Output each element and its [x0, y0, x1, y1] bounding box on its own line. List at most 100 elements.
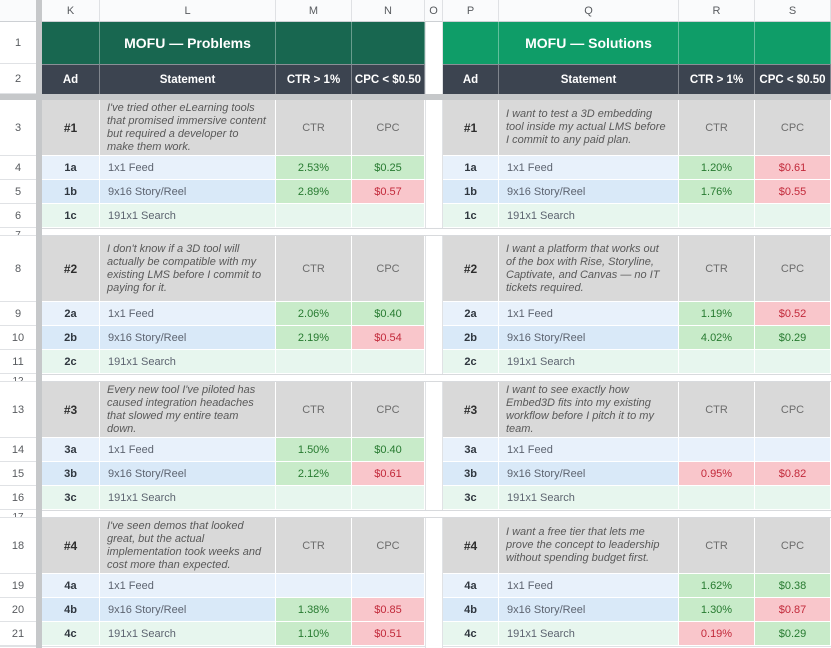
creative-cell[interactable]: 1x1 Feed [100, 302, 276, 326]
cpc-value-cell[interactable]: $0.40 [352, 302, 425, 326]
cpc-label[interactable]: CPC [352, 236, 425, 302]
cpc-label[interactable]: CPC [352, 518, 425, 574]
creative-cell[interactable]: 191x1 Search [499, 350, 679, 374]
ctr-value-cell[interactable]: 2.53% [276, 156, 352, 180]
creative-cell[interactable]: 9x16 Story/Reel [499, 326, 679, 350]
group-statement[interactable]: Every new tool I've piloted has caused i… [100, 382, 276, 438]
ctr-value-cell[interactable] [679, 204, 755, 228]
ctr-value-cell[interactable] [276, 204, 352, 228]
column-header-L[interactable]: L [100, 0, 276, 22]
ctr-value-cell[interactable]: 1.76% [679, 180, 755, 204]
group-statement[interactable]: I want to see exactly how Embed3D fits i… [499, 382, 679, 438]
group-number[interactable]: #2 [42, 236, 100, 302]
table-title-band[interactable] [755, 22, 831, 64]
row-header-20[interactable]: 20 [0, 598, 36, 622]
cpc-value-cell[interactable]: $0.55 [755, 180, 831, 204]
collapsed-row[interactable] [42, 374, 831, 382]
creative-cell[interactable]: 1x1 Feed [499, 574, 679, 598]
cpc-value-cell[interactable] [352, 350, 425, 374]
creative-cell[interactable]: 1x1 Feed [499, 302, 679, 326]
row-header-13[interactable]: 13 [0, 382, 36, 438]
cpc-value-cell[interactable]: $0.82 [755, 462, 831, 486]
creative-cell[interactable]: 1x1 Feed [499, 438, 679, 462]
ad-id-cell[interactable]: 2c [443, 350, 499, 374]
cpc-value-cell[interactable]: $0.40 [352, 438, 425, 462]
collapsed-row[interactable] [42, 228, 831, 236]
ad-id-cell[interactable]: 1c [443, 204, 499, 228]
row-header-6[interactable]: 6 [0, 204, 36, 228]
ctr-value-cell[interactable]: 1.30% [679, 598, 755, 622]
cpc-value-cell[interactable]: $0.54 [352, 326, 425, 350]
column-header-M[interactable]: M [276, 0, 352, 22]
ctr-value-cell[interactable]: 2.12% [276, 462, 352, 486]
ctr-value-cell[interactable]: 1.50% [276, 438, 352, 462]
creative-cell[interactable]: 9x16 Story/Reel [100, 326, 276, 350]
spacer-column-O[interactable] [425, 22, 443, 648]
table-title-band[interactable] [276, 22, 352, 64]
group-statement[interactable]: I want a free tier that lets me prove th… [499, 518, 679, 574]
cpc-value-cell[interactable]: $0.87 [755, 598, 831, 622]
creative-cell[interactable]: 1x1 Feed [100, 574, 276, 598]
creative-cell[interactable]: 1x1 Feed [100, 156, 276, 180]
creative-cell[interactable]: 191x1 Search [100, 204, 276, 228]
row-header-11[interactable]: 11 [0, 350, 36, 374]
creative-cell[interactable]: 191x1 Search [100, 350, 276, 374]
collapsed-row[interactable] [42, 510, 831, 518]
creative-cell[interactable]: 9x16 Story/Reel [499, 180, 679, 204]
creative-cell[interactable]: 9x16 Story/Reel [100, 598, 276, 622]
group-number[interactable]: #4 [443, 518, 499, 574]
cpc-value-cell[interactable]: $0.38 [755, 574, 831, 598]
creative-cell[interactable]: 191x1 Search [499, 486, 679, 510]
group-statement[interactable]: I've tried other eLearning tools that pr… [100, 100, 276, 156]
ctr-label[interactable]: CTR [276, 236, 352, 302]
ctr-value-cell[interactable]: 1.19% [679, 302, 755, 326]
column-header-Q[interactable]: Q [499, 0, 679, 22]
ctr-value-cell[interactable] [679, 486, 755, 510]
ad-id-cell[interactable]: 1b [443, 180, 499, 204]
cpc-value-cell[interactable] [352, 204, 425, 228]
cpc-value-cell[interactable] [352, 574, 425, 598]
ctr-label[interactable]: CTR [276, 382, 352, 438]
ad-id-cell[interactable]: 2a [42, 302, 100, 326]
ctr-label[interactable]: CTR [679, 518, 755, 574]
row-header-18[interactable]: 18 [0, 518, 36, 574]
ad-id-cell[interactable]: 3c [443, 486, 499, 510]
ctr-value-cell[interactable]: 2.19% [276, 326, 352, 350]
creative-cell[interactable]: 191x1 Search [499, 204, 679, 228]
creative-cell[interactable]: 191x1 Search [100, 622, 276, 646]
ad-id-cell[interactable]: 2b [443, 326, 499, 350]
creative-cell[interactable]: 191x1 Search [499, 622, 679, 646]
col-header-statement[interactable]: Statement [499, 64, 679, 94]
group-number[interactable]: #1 [42, 100, 100, 156]
ctr-value-cell[interactable] [276, 574, 352, 598]
column-header-O[interactable]: O [425, 0, 443, 22]
cpc-value-cell[interactable] [755, 350, 831, 374]
ctr-value-cell[interactable]: 4.02% [679, 326, 755, 350]
ad-id-cell[interactable]: 4b [443, 598, 499, 622]
ad-id-cell[interactable]: 4a [42, 574, 100, 598]
col-header-cpc[interactable]: CPC < $0.50 [352, 64, 425, 94]
group-number[interactable]: #1 [443, 100, 499, 156]
col-header-ctr[interactable]: CTR > 1% [276, 64, 352, 94]
row-header-5[interactable]: 5 [0, 180, 36, 204]
ad-id-cell[interactable]: 4c [42, 622, 100, 646]
column-header-S[interactable]: S [755, 0, 831, 22]
creative-cell[interactable]: 1x1 Feed [100, 438, 276, 462]
row-header-21[interactable]: 21 [0, 622, 36, 646]
group-statement[interactable]: I want to test a 3D embedding tool insid… [499, 100, 679, 156]
cpc-value-cell[interactable]: $0.57 [352, 180, 425, 204]
ad-id-cell[interactable]: 3b [443, 462, 499, 486]
ad-id-cell[interactable]: 2b [42, 326, 100, 350]
cpc-value-cell[interactable] [755, 486, 831, 510]
cpc-value-cell[interactable]: $0.52 [755, 302, 831, 326]
ctr-label[interactable]: CTR [276, 518, 352, 574]
col-header-statement[interactable]: Statement [100, 64, 276, 94]
ctr-value-cell[interactable] [679, 350, 755, 374]
cpc-label[interactable]: CPC [352, 382, 425, 438]
ctr-value-cell[interactable]: 0.95% [679, 462, 755, 486]
ctr-label[interactable]: CTR [679, 100, 755, 156]
group-statement[interactable]: I've seen demos that looked great, but t… [100, 518, 276, 574]
row-header-9[interactable]: 9 [0, 302, 36, 326]
cpc-value-cell[interactable]: $0.61 [352, 462, 425, 486]
ctr-value-cell[interactable]: 1.38% [276, 598, 352, 622]
